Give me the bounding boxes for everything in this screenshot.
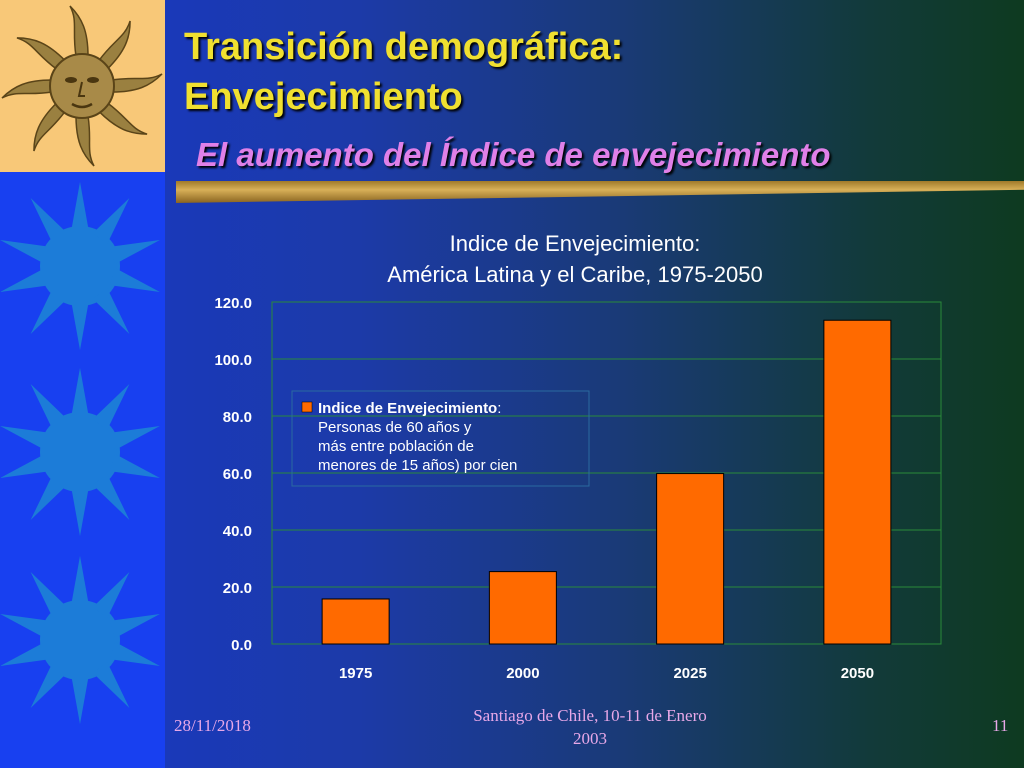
legend-description-line: más entre población de (318, 438, 474, 455)
y-tick-label: 100.0 (214, 352, 252, 369)
legend-description-line: Personas de 60 años y (318, 419, 472, 436)
chart-title: Indice de Envejecimiento: (449, 231, 701, 256)
x-tick-label: 2000 (506, 665, 539, 682)
footer-location-line1: Santiago de Chile, 10-11 de Enero (473, 706, 707, 725)
footer-location-line2: 2003 (573, 729, 607, 748)
sun-icon (0, 552, 165, 727)
slide-number: 11 (992, 716, 1009, 735)
y-tick-label: 20.0 (223, 580, 252, 597)
legend-swatch (301, 401, 313, 413)
slide-title: Transición demográfica: Envejecimiento (184, 22, 623, 122)
sun-icon (0, 178, 165, 353)
bar (488, 571, 557, 645)
footer-location: Santiago de Chile, 10-11 de Enero 2003 (440, 704, 740, 750)
slide-subtitle: El aumento del Índice de envejecimiento (196, 136, 831, 173)
logo (0, 0, 165, 172)
x-tick-label: 1975 (339, 665, 372, 682)
legend-series-name-suffix: : (497, 400, 501, 417)
bar (823, 319, 892, 645)
y-tick-label: 120.0 (214, 295, 252, 312)
bar (321, 598, 390, 645)
slide-title-line2: Envejecimiento (184, 76, 463, 118)
legend-box (291, 390, 590, 487)
sun-icon (0, 364, 165, 539)
x-tick-label: 2050 (841, 665, 874, 682)
footer-date: 28/11/2018 (174, 716, 251, 735)
legend-description-line: menores de 15 años) por cien (318, 457, 517, 474)
slide-title-line1: Transición demográfica: (184, 26, 624, 68)
y-tick-label: 0.0 (231, 637, 252, 654)
legend-series-name-text: Indice de Envejecimiento (318, 400, 497, 417)
y-tick-label: 60.0 (223, 466, 252, 483)
legend-series-name: Indice de Envejecimiento: (318, 400, 501, 417)
chart-title-block: Indice de Envejecimiento: América Latina… (270, 228, 880, 290)
chart-subtitle: América Latina y el Caribe, 1975-2050 (387, 262, 763, 287)
sun-face-icon (1, 5, 163, 167)
y-tick-label: 80.0 (223, 409, 252, 426)
y-tick-label: 40.0 (223, 523, 252, 540)
x-tick-label: 2025 (673, 665, 706, 682)
bar (656, 473, 725, 645)
